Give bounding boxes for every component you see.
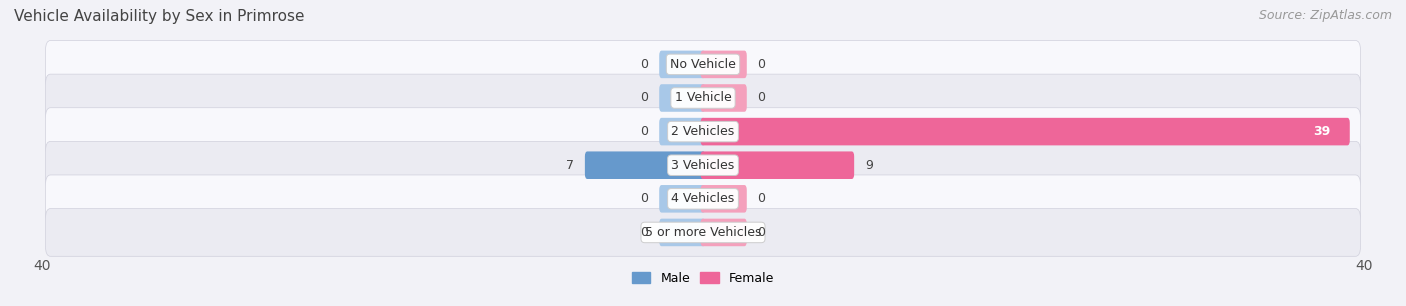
Text: 39: 39 [1313, 125, 1330, 138]
Legend: Male, Female: Male, Female [627, 267, 779, 290]
Text: 0: 0 [758, 58, 765, 71]
Text: 0: 0 [641, 91, 648, 104]
Text: 3 Vehicles: 3 Vehicles [672, 159, 734, 172]
FancyBboxPatch shape [45, 175, 1361, 223]
FancyBboxPatch shape [700, 185, 747, 213]
FancyBboxPatch shape [659, 118, 706, 145]
Text: Vehicle Availability by Sex in Primrose: Vehicle Availability by Sex in Primrose [14, 9, 305, 24]
FancyBboxPatch shape [659, 50, 706, 78]
FancyBboxPatch shape [45, 108, 1361, 155]
FancyBboxPatch shape [45, 74, 1361, 122]
Text: 9: 9 [865, 159, 873, 172]
Text: 2 Vehicles: 2 Vehicles [672, 125, 734, 138]
FancyBboxPatch shape [700, 84, 747, 112]
FancyBboxPatch shape [659, 185, 706, 213]
Text: 4 Vehicles: 4 Vehicles [672, 192, 734, 205]
FancyBboxPatch shape [659, 219, 706, 246]
FancyBboxPatch shape [700, 151, 855, 179]
Text: 0: 0 [758, 91, 765, 104]
Text: 1 Vehicle: 1 Vehicle [675, 91, 731, 104]
Text: 0: 0 [641, 226, 648, 239]
Text: 0: 0 [641, 58, 648, 71]
FancyBboxPatch shape [45, 141, 1361, 189]
FancyBboxPatch shape [45, 209, 1361, 256]
FancyBboxPatch shape [585, 151, 706, 179]
Text: Source: ZipAtlas.com: Source: ZipAtlas.com [1258, 9, 1392, 22]
FancyBboxPatch shape [659, 84, 706, 112]
Text: 0: 0 [758, 226, 765, 239]
Text: 0: 0 [758, 192, 765, 205]
Text: No Vehicle: No Vehicle [671, 58, 735, 71]
Text: 7: 7 [567, 159, 574, 172]
FancyBboxPatch shape [700, 219, 747, 246]
FancyBboxPatch shape [700, 118, 1350, 145]
FancyBboxPatch shape [700, 50, 747, 78]
Text: 0: 0 [641, 125, 648, 138]
Text: 0: 0 [641, 192, 648, 205]
Text: 5 or more Vehicles: 5 or more Vehicles [645, 226, 761, 239]
FancyBboxPatch shape [45, 40, 1361, 88]
